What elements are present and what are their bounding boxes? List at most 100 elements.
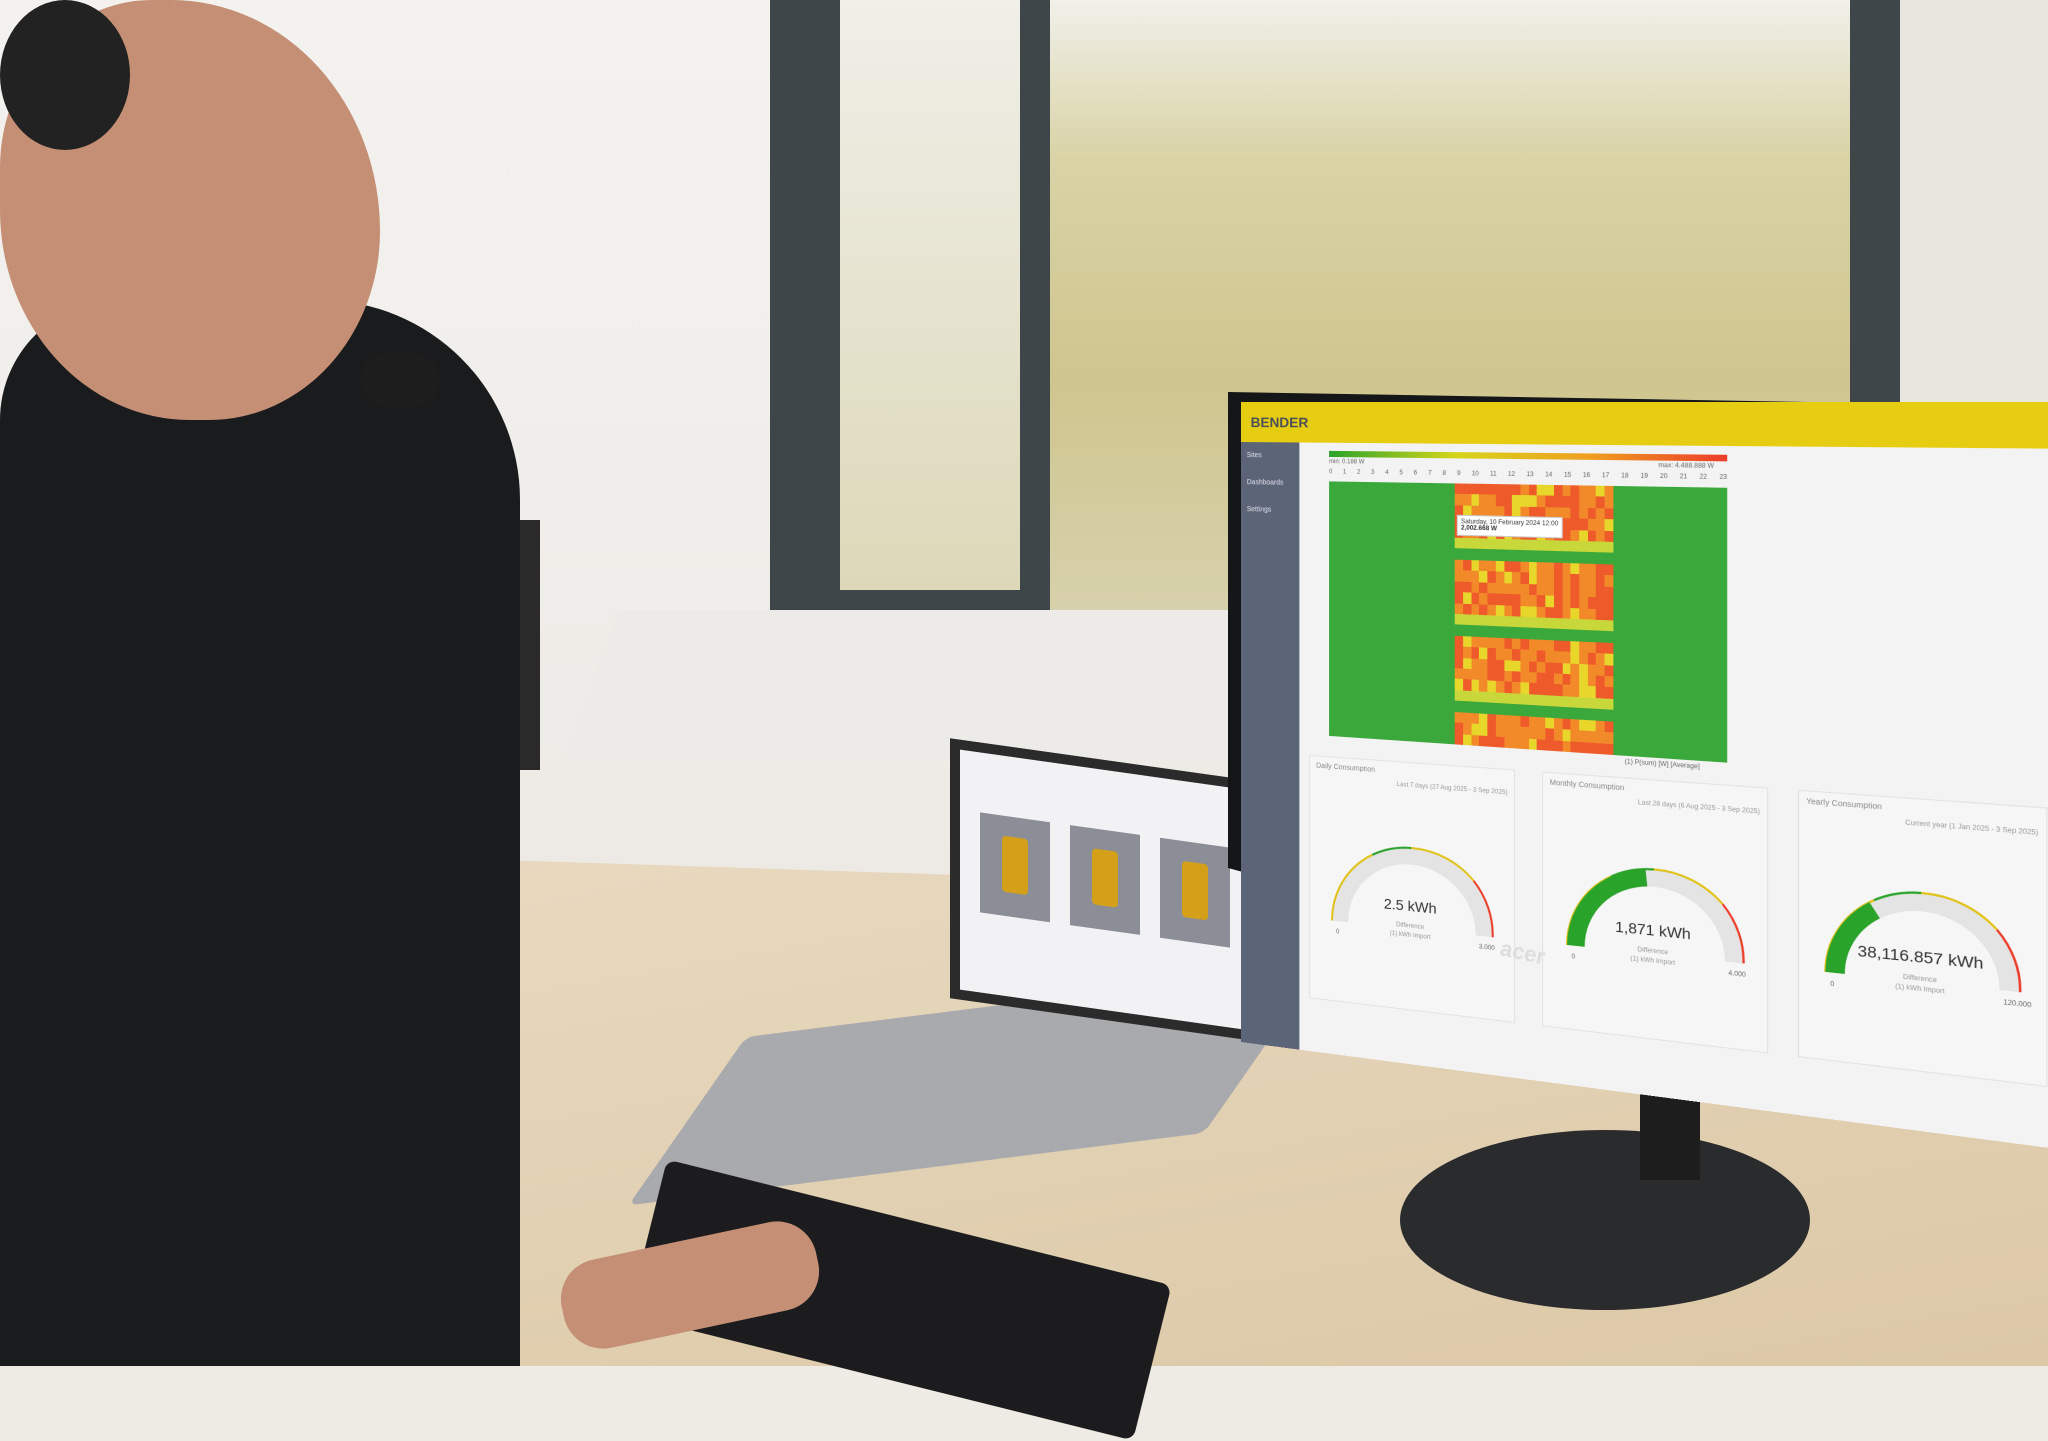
heatmap-cell <box>1344 503 1352 514</box>
heatmap-cell <box>1639 745 1648 757</box>
heatmap-cell <box>1554 596 1562 607</box>
heatmap-cell <box>1488 550 1496 561</box>
heatmap-cell <box>1605 586 1614 598</box>
heatmap-cell <box>1709 522 1718 534</box>
heatmap-cell <box>1674 498 1683 510</box>
heatmap-cell <box>1415 666 1423 677</box>
heatmap-cell <box>1337 630 1345 641</box>
heatmap-cell <box>1383 589 1391 600</box>
heatmap-cell <box>1399 536 1407 547</box>
heatmap-cell <box>1579 664 1587 676</box>
heatmap-cell <box>1613 710 1622 722</box>
heatmap-cell <box>1399 493 1407 504</box>
heatmap-cell <box>1463 680 1471 691</box>
heatmap-cell <box>1423 494 1431 505</box>
heatmap-cell <box>1360 535 1368 546</box>
heatmap-cell <box>1579 630 1587 642</box>
sidebar-item-settings[interactable]: Settings <box>1241 496 1299 524</box>
heatmap-cell <box>1639 520 1648 531</box>
heatmap-cell <box>1391 568 1399 579</box>
heatmap-cell <box>1648 678 1657 690</box>
heatmap-cell <box>1360 621 1368 632</box>
heatmap-cell <box>1439 570 1447 581</box>
heatmap-cell <box>1479 571 1487 582</box>
heatmap-cell <box>1391 504 1399 515</box>
legend-max: max: 4.488.888 W <box>1658 463 1714 470</box>
heatmap-cell <box>1683 589 1692 601</box>
hour-tick: 8 <box>1443 471 1446 477</box>
heatmap-cell <box>1439 602 1447 613</box>
heatmap-cell <box>1399 601 1407 612</box>
heatmap-cell <box>1571 630 1579 642</box>
heatmap-cell <box>1352 684 1360 695</box>
heatmap-cell <box>1471 669 1479 680</box>
heatmap-cell <box>1439 624 1447 635</box>
heatmap-cell <box>1630 565 1639 577</box>
heatmap-cell <box>1447 592 1455 603</box>
heatmap-cell <box>1407 483 1415 494</box>
heatmap-cell <box>1391 515 1399 526</box>
heatmap-cell <box>1471 549 1479 560</box>
heatmap-cell <box>1554 651 1562 663</box>
heatmap-cell <box>1554 673 1562 685</box>
heatmap-cell <box>1596 508 1605 519</box>
heatmap-cell <box>1407 526 1415 537</box>
heatmap-cell <box>1718 488 1727 500</box>
heatmap-cell <box>1360 482 1368 493</box>
heatmap-cell <box>1463 484 1471 495</box>
heatmap-cell <box>1352 716 1360 727</box>
heatmap-cell <box>1529 617 1537 628</box>
energy-dashboard: BENDER Sites Dashboards Settings min: 0.… <box>1241 402 2048 1155</box>
heatmap-cell <box>1529 628 1537 639</box>
heatmap-cell <box>1368 728 1376 739</box>
heatmap-cell <box>1613 542 1622 553</box>
heatmap-cell <box>1630 677 1639 689</box>
heatmap-cell <box>1622 531 1631 542</box>
heatmap-cell <box>1520 639 1528 650</box>
heatmap-cell <box>1520 495 1528 506</box>
heatmap-cell <box>1648 701 1657 713</box>
heatmap-cell <box>1588 720 1597 732</box>
heatmap-cell <box>1630 587 1639 599</box>
heatmap-cell <box>1596 519 1605 530</box>
heatmap-cell <box>1648 532 1657 544</box>
heatmap-cell <box>1656 713 1665 725</box>
heatmap-cell <box>1545 673 1553 685</box>
heatmap-cell <box>1415 655 1423 666</box>
heatmap-cell <box>1613 553 1622 564</box>
heatmap-cell <box>1665 611 1674 623</box>
heatmap-cell <box>1674 680 1683 692</box>
heatmap-cell <box>1512 693 1520 704</box>
heatmap-cell <box>1537 617 1545 628</box>
heatmap-cell <box>1639 621 1648 633</box>
sidebar-item-dashboards[interactable]: Dashboards <box>1241 469 1299 497</box>
heatmap-cell <box>1665 645 1674 657</box>
hour-tick: 15 <box>1564 472 1571 479</box>
heatmap-cell <box>1415 688 1423 699</box>
heatmap-cell <box>1529 661 1537 672</box>
heatmap-cell <box>1337 651 1345 662</box>
heatmap-cell <box>1383 557 1391 568</box>
heatmap-cell <box>1605 553 1614 564</box>
heatmap-cell <box>1329 715 1337 726</box>
heatmap-cell <box>1554 485 1562 496</box>
heatmap-cell <box>1596 597 1605 609</box>
heatmap-cell <box>1674 623 1683 635</box>
heatmap-cell <box>1463 636 1471 647</box>
heatmap-cell <box>1407 601 1415 612</box>
heatmap-cell <box>1352 482 1360 493</box>
heatmap-cell <box>1588 575 1597 586</box>
heatmap-cell <box>1423 731 1431 742</box>
sidebar-item-sites[interactable]: Sites <box>1241 442 1299 470</box>
heatmap-cell <box>1571 708 1579 720</box>
heatmap-cell <box>1344 641 1352 652</box>
heatmap-cell <box>1329 598 1337 609</box>
heatmap-cell <box>1596 564 1605 575</box>
heatmap-cell <box>1545 662 1553 674</box>
gauge-card: Daily Consumption Last 7 days (27 Aug 20… <box>1309 755 1515 1023</box>
heatmap-cell <box>1376 514 1384 525</box>
heatmap-cell <box>1407 536 1415 547</box>
heatmap-cell <box>1407 730 1415 741</box>
heatmap-cell <box>1656 611 1665 623</box>
heatmap-cell <box>1683 487 1692 499</box>
